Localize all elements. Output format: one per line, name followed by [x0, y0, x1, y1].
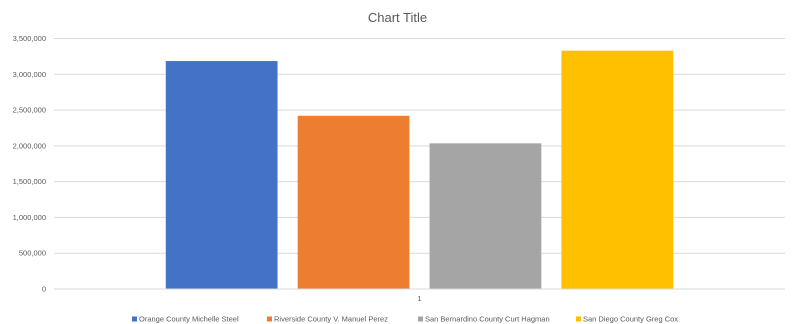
y-tick-label: 3,000,000 — [13, 70, 46, 79]
bar-4 — [561, 50, 674, 289]
legend-label: San Bernardino County Curt Hagman — [425, 315, 550, 324]
y-tick-label: 2,500,000 — [13, 106, 46, 115]
y-tick-label: 1,500,000 — [13, 177, 46, 186]
y-tick-label: 0 — [42, 285, 46, 294]
legend-swatch — [418, 316, 423, 322]
legend: Orange County Michelle Steel Riverside Co… — [132, 315, 678, 324]
chart-title: Chart Title — [368, 10, 427, 25]
legend-item: San Diego County Greg Cox — [576, 315, 678, 324]
legend-label: Riverside County V. Manuel Perez — [274, 315, 388, 324]
gridlines — [54, 38, 785, 254]
bar-1 — [165, 61, 278, 289]
legend-item: Orange County Michelle Steel — [132, 315, 239, 324]
legend-swatch — [267, 316, 272, 322]
y-tick-label: 1,000,000 — [13, 213, 46, 222]
legend-label: San Diego County Greg Cox — [583, 315, 678, 324]
y-tick-label: 3,500,000 — [13, 34, 46, 43]
legend-label: Orange County Michelle Steel — [139, 315, 239, 324]
legend-swatch — [576, 316, 581, 322]
x-tick-label: 1 — [417, 294, 421, 303]
y-tick-label: 2,000,000 — [13, 141, 46, 150]
bar-3 — [429, 143, 542, 289]
legend-item: San Bernardino County Curt Hagman — [418, 315, 550, 324]
legend-item: Riverside County V. Manuel Perez — [267, 315, 388, 324]
x-axis-tick-labels: 1 — [417, 294, 421, 303]
bars — [165, 50, 674, 289]
y-tick-label: 500,000 — [19, 249, 46, 258]
y-axis-tick-labels: 0 500,000 1,000,000 1,500,000 2,000,000 2,500… — [13, 34, 46, 294]
bar-2 — [297, 115, 410, 289]
legend-swatch — [132, 316, 137, 322]
